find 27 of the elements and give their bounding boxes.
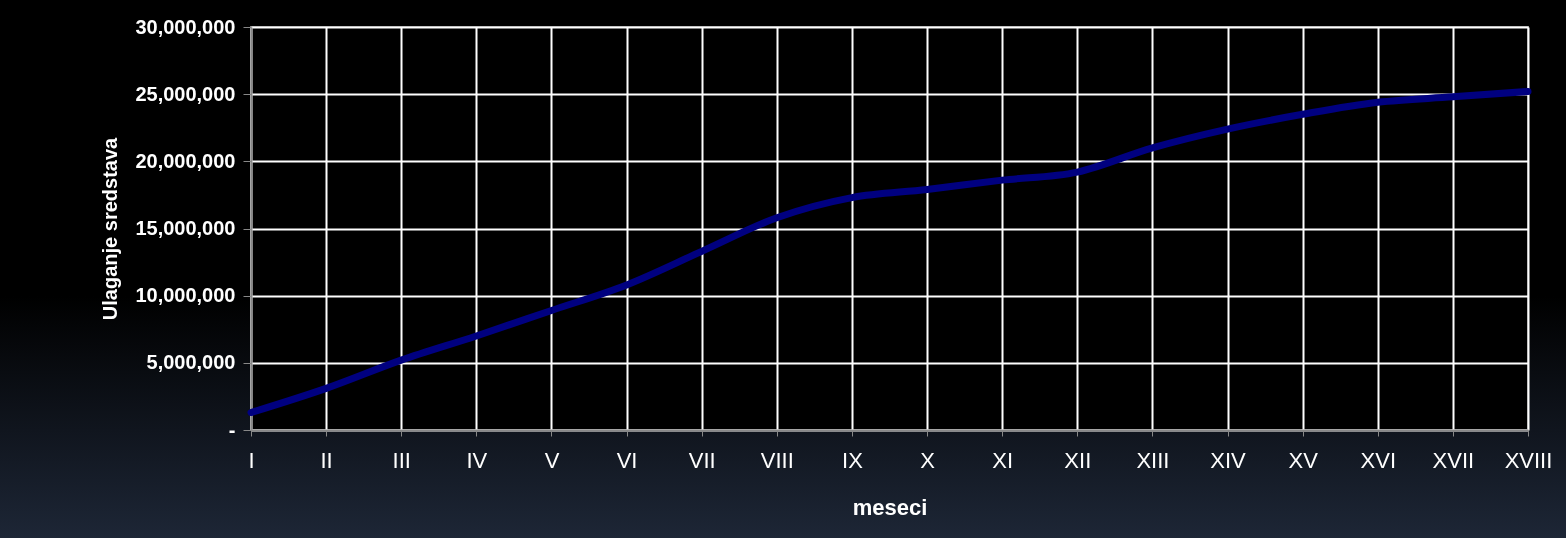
x-tick-label: IX bbox=[842, 447, 864, 473]
x-tick-label: I bbox=[248, 447, 255, 473]
x-tick-label: XVIII bbox=[1504, 447, 1553, 473]
x-tick-label: XVII bbox=[1432, 447, 1475, 473]
x-tick-label: IV bbox=[466, 447, 488, 473]
x-tick-label: III bbox=[392, 447, 411, 473]
x-tick-label: XV bbox=[1288, 447, 1319, 473]
x-tick-label: X bbox=[920, 447, 936, 473]
y-tick-label: 25,000,000 bbox=[135, 82, 236, 105]
y-tick-label: 10,000,000 bbox=[135, 284, 236, 307]
y-axis-title: Ulaganje sredstava bbox=[99, 136, 122, 321]
x-tick-label: XII bbox=[1064, 447, 1092, 473]
x-tick-label: XI bbox=[992, 447, 1014, 473]
y-tick-label: - bbox=[228, 418, 236, 441]
x-axis-title: meseci bbox=[852, 494, 928, 520]
x-tick-label: VII bbox=[688, 447, 716, 473]
x-tick-label: XVI bbox=[1360, 447, 1396, 473]
x-tick-label: V bbox=[544, 447, 560, 473]
y-tick-label: 5,000,000 bbox=[146, 351, 236, 374]
x-tick-label: VI bbox=[616, 447, 638, 473]
x-tick-label: XIV bbox=[1210, 447, 1247, 473]
x-tick-label: VIII bbox=[760, 447, 794, 473]
x-tick-label: II bbox=[320, 447, 333, 473]
y-tick-label: 20,000,000 bbox=[135, 149, 236, 172]
y-tick-label: 30,000,000 bbox=[135, 15, 236, 38]
x-tick-label: XIII bbox=[1136, 447, 1170, 473]
y-tick-label: 15,000,000 bbox=[135, 217, 236, 239]
